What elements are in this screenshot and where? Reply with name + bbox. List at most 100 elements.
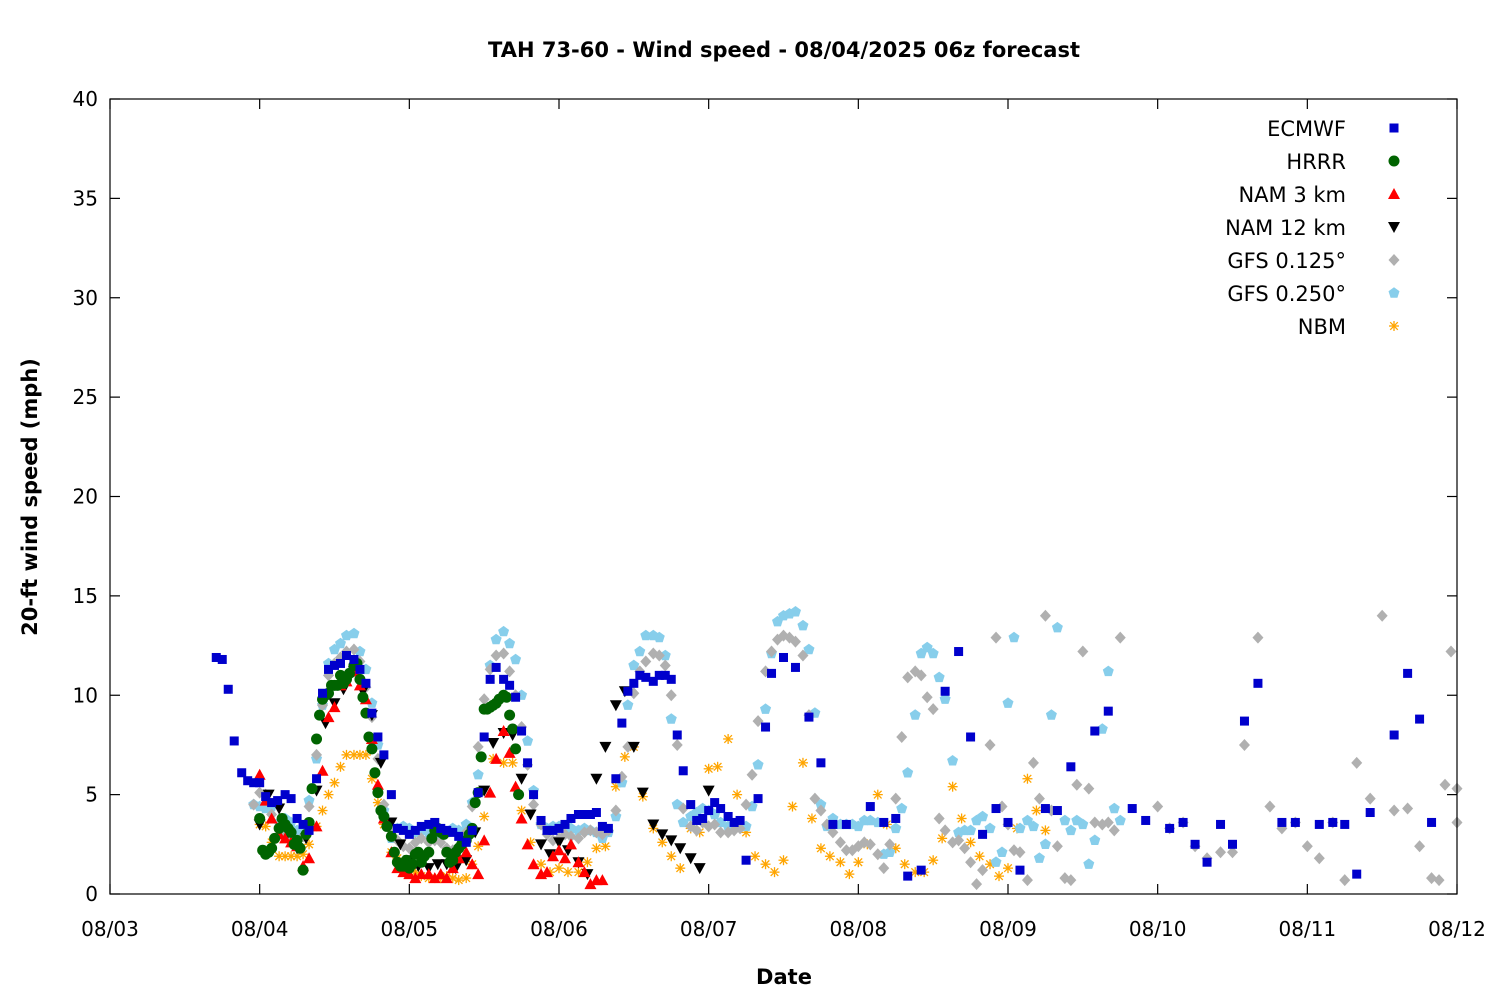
data-point bbox=[286, 794, 296, 804]
data-point bbox=[415, 832, 427, 845]
data-point bbox=[436, 823, 446, 833]
y-tick-label: 20 bbox=[73, 485, 98, 509]
series-nbm bbox=[254, 733, 1051, 886]
data-point bbox=[760, 859, 771, 870]
data-point bbox=[677, 802, 689, 815]
data-point bbox=[1096, 723, 1108, 734]
data-point bbox=[927, 647, 939, 659]
data-point bbox=[547, 850, 560, 862]
data-point bbox=[966, 732, 976, 742]
data-point bbox=[1040, 804, 1050, 814]
data-point bbox=[797, 757, 808, 768]
data-point bbox=[1015, 865, 1025, 875]
data-point bbox=[656, 829, 669, 841]
data-point bbox=[1227, 846, 1238, 859]
data-point bbox=[629, 678, 639, 688]
data-point bbox=[684, 853, 697, 865]
data-point bbox=[1002, 697, 1014, 708]
data-point bbox=[348, 643, 360, 656]
data-point bbox=[504, 637, 516, 649]
legend-marker bbox=[1389, 123, 1399, 133]
data-point bbox=[884, 846, 896, 857]
data-point bbox=[723, 733, 734, 744]
data-point bbox=[1027, 756, 1039, 769]
data-point bbox=[715, 826, 727, 839]
data-point bbox=[527, 858, 540, 870]
data-point bbox=[497, 725, 510, 737]
data-point bbox=[990, 856, 1002, 867]
data-point bbox=[505, 680, 515, 690]
data-point bbox=[303, 794, 315, 806]
data-point bbox=[479, 732, 489, 742]
legend-label: NAM 12 km bbox=[1225, 216, 1346, 240]
data-point bbox=[265, 812, 278, 824]
data-point bbox=[394, 839, 407, 851]
data-point bbox=[1216, 819, 1226, 829]
data-point bbox=[809, 792, 821, 805]
data-point bbox=[1433, 874, 1445, 887]
data-point bbox=[710, 798, 720, 808]
data-point bbox=[665, 713, 677, 724]
data-point bbox=[249, 778, 259, 788]
data-point bbox=[535, 839, 548, 851]
data-point bbox=[1202, 857, 1212, 867]
data-point bbox=[280, 790, 290, 800]
data-point bbox=[441, 846, 453, 858]
data-point bbox=[600, 841, 611, 852]
data-point bbox=[1077, 645, 1089, 658]
data-point bbox=[1108, 824, 1120, 837]
data-point bbox=[1031, 805, 1042, 816]
data-point bbox=[597, 821, 607, 831]
legend: ECMWF HRRR NAM 3 km NAM 12 km GFS 0.125° GFS … bbox=[1225, 117, 1400, 339]
data-point bbox=[596, 874, 609, 886]
plot-frame bbox=[109, 98, 1458, 895]
data-point bbox=[704, 806, 714, 816]
data-point bbox=[921, 641, 933, 653]
data-point bbox=[416, 821, 426, 831]
data-point bbox=[515, 812, 528, 824]
data-point bbox=[1083, 858, 1095, 869]
data-point bbox=[1089, 834, 1101, 845]
data-point bbox=[790, 606, 801, 617]
data-point bbox=[1365, 808, 1375, 818]
data-point bbox=[367, 708, 377, 718]
data-point bbox=[1090, 726, 1100, 736]
data-point bbox=[891, 813, 901, 823]
y-tick-label: 30 bbox=[73, 286, 98, 310]
data-point bbox=[217, 654, 227, 664]
data-point bbox=[674, 843, 687, 855]
data-point bbox=[899, 859, 910, 870]
data-point bbox=[1152, 800, 1164, 813]
data-point bbox=[916, 865, 926, 875]
data-point bbox=[619, 751, 630, 762]
data-point bbox=[1071, 778, 1083, 791]
data-point bbox=[335, 761, 346, 772]
data-point bbox=[1290, 817, 1300, 827]
data-point bbox=[815, 798, 827, 810]
data-point bbox=[572, 832, 584, 845]
data-point bbox=[1114, 631, 1126, 644]
data-point bbox=[752, 759, 764, 770]
data-point bbox=[469, 797, 481, 809]
data-point bbox=[1403, 668, 1413, 678]
x-axis-label: Date bbox=[756, 965, 812, 989]
chart-title: TAH 73-60 - Wind speed - 08/04/2025 06z … bbox=[488, 38, 1080, 62]
data-point bbox=[473, 788, 483, 798]
data-point bbox=[617, 718, 627, 728]
data-point bbox=[273, 796, 283, 806]
data-point bbox=[316, 764, 329, 776]
data-point bbox=[611, 774, 621, 784]
data-point bbox=[498, 647, 510, 660]
data-point bbox=[628, 659, 640, 671]
data-point bbox=[378, 810, 390, 822]
data-point bbox=[484, 786, 497, 798]
data-point bbox=[504, 709, 516, 721]
data-point bbox=[884, 838, 896, 851]
data-point bbox=[1165, 823, 1175, 833]
data-point bbox=[1045, 709, 1057, 720]
data-point bbox=[490, 752, 503, 764]
data-point bbox=[521, 838, 534, 850]
data-point bbox=[1238, 738, 1250, 751]
data-point bbox=[485, 674, 495, 684]
data-point bbox=[622, 699, 634, 710]
